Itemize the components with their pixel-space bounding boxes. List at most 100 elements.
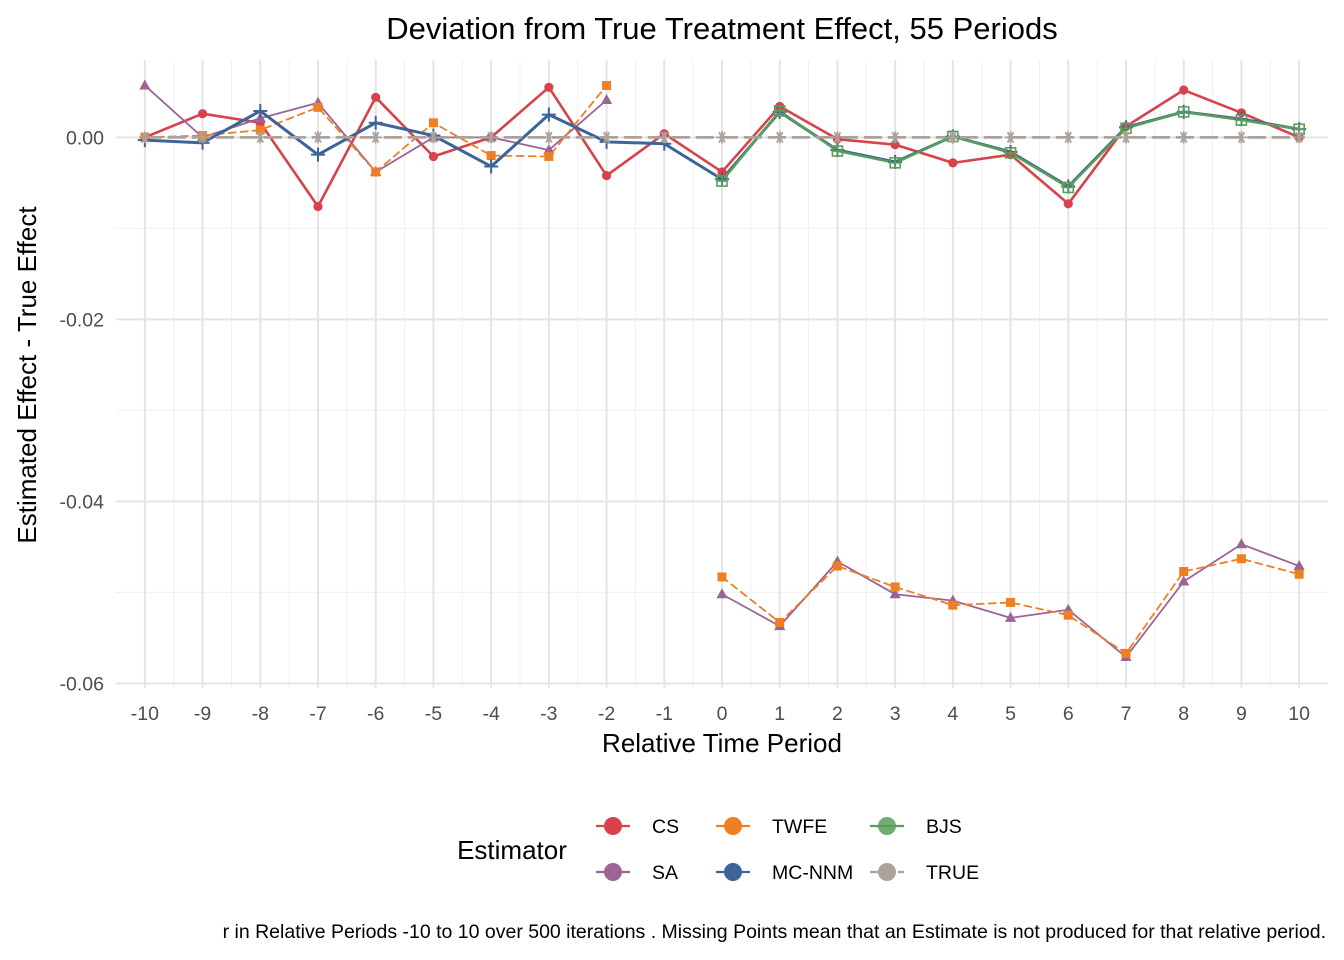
data-point-twfe [775, 617, 785, 627]
data-point-twfe [428, 118, 438, 128]
data-point-true [658, 131, 671, 144]
x-tick-label: -1 [656, 703, 673, 725]
x-tick-label: 10 [1288, 703, 1310, 725]
x-tick-label: 3 [890, 703, 901, 725]
data-point-mc-nnm [368, 115, 383, 130]
x-tick-label: 6 [1063, 703, 1074, 725]
y-tick-label: -0.06 [60, 673, 104, 695]
data-point-true [946, 131, 959, 144]
y-tick-label: -0.02 [60, 309, 104, 331]
data-point-true [716, 131, 728, 144]
chart: -10 -9 -8 -7 -6 -5 -4 -3 -2 -1 0 1 2 3 4 5 6 7 8 9 100.00-0.… [12, 11, 1328, 884]
data-point-twfe [255, 125, 265, 135]
legend-key-marker [604, 863, 622, 881]
data-point-twfe [1236, 554, 1246, 564]
data-point-bjs [1177, 106, 1190, 118]
x-tick-label: -8 [252, 703, 269, 725]
legend-item-bjs: BJS [870, 816, 962, 838]
data-point-twfe [602, 80, 612, 90]
legend-item-sa: SA [596, 862, 678, 884]
data-point-twfe [717, 572, 727, 582]
legend-label: TRUE [926, 862, 979, 884]
data-point-cs [371, 92, 381, 102]
data-point-true [254, 131, 267, 144]
data-point-twfe [544, 151, 554, 161]
data-point-mc-nnm [541, 107, 556, 122]
data-point-cs [948, 158, 958, 168]
data-point-twfe [890, 582, 900, 592]
data-point-true [773, 131, 786, 144]
data-point-cs [717, 167, 727, 177]
data-point-twfe [371, 167, 381, 177]
caption-bar: r in Relative Periods -10 to 10 over 500… [0, 917, 1344, 951]
legend: Estimator CS TWFE BJS SA MC-NNM TRUE [457, 816, 979, 884]
data-point-true [369, 131, 382, 144]
data-point-sa [600, 94, 613, 105]
data-point-twfe [832, 561, 842, 571]
data-point-true [1120, 131, 1132, 144]
x-axis-title: Relative Time Period [602, 728, 842, 758]
data-point-sa [139, 79, 151, 90]
data-point-bjs [716, 175, 728, 187]
legend-item-twfe: TWFE [716, 816, 827, 838]
legend-label: MC-NNM [772, 862, 853, 884]
data-point-true [138, 131, 151, 144]
legend-key-marker [724, 863, 742, 881]
data-point-cs [313, 201, 323, 212]
chart-title: Deviation from True Treatment Effect, 55… [386, 11, 1057, 46]
data-point-cs [428, 151, 439, 162]
data-point-mc-nnm [311, 147, 325, 162]
legend-key-marker [878, 817, 896, 835]
data-point-bjs [1062, 181, 1075, 194]
axes: -10 -9 -8 -7 -6 -5 -4 -3 -2 -1 0 1 2 3 4 5 6 7 8 9 100.00-0.… [60, 127, 1311, 725]
x-tick-label: -7 [309, 703, 326, 725]
data-point-sa [1178, 575, 1190, 586]
legend-item-cs: CS [596, 816, 679, 838]
x-tick-label: -4 [482, 703, 499, 725]
legend-label: BJS [926, 816, 962, 838]
data-point-cs [1179, 85, 1189, 95]
x-tick-label: -6 [367, 703, 384, 725]
data-point-true [427, 131, 440, 144]
x-tick-label: 2 [832, 703, 843, 725]
data-point-twfe [313, 102, 323, 112]
legend-item-mc-nnm: MC-NNM [716, 862, 853, 884]
data-point-cs [1063, 199, 1073, 209]
data-point-bjs [889, 157, 901, 169]
legend-key-marker [878, 863, 896, 881]
data-point-twfe [1294, 569, 1304, 579]
x-tick-label: 1 [774, 703, 785, 725]
data-point-bjs [1004, 147, 1017, 159]
data-point-twfe [1006, 597, 1016, 607]
data-point-true [542, 131, 555, 144]
x-tick-label: 7 [1121, 703, 1132, 725]
data-point-bjs [773, 105, 786, 117]
data-point-sa [1235, 538, 1248, 549]
data-point-twfe [948, 600, 958, 610]
data-point-sa [1293, 560, 1305, 571]
data-point-true [600, 131, 613, 144]
x-tick-label: -5 [425, 703, 442, 725]
y-axis-title: Estimated Effect - True Effect [12, 206, 42, 544]
y-tick-label: -0.04 [60, 491, 105, 513]
data-point-twfe [486, 151, 496, 161]
x-tick-label: -10 [131, 703, 159, 725]
data-point-cs [544, 82, 554, 92]
data-point-cs [601, 170, 612, 181]
data-point-true [312, 131, 324, 144]
data-point-mc-nnm [484, 159, 499, 174]
chart-caption: r in Relative Periods -10 to 10 over 500… [222, 921, 1326, 943]
data-point-true [1177, 131, 1190, 144]
data-point-true [831, 131, 844, 144]
data-point-true [1293, 131, 1306, 144]
data-point-twfe [1121, 648, 1131, 658]
data-point-mc-nnm [253, 103, 268, 118]
data-point-twfe [1063, 610, 1073, 620]
data-point-sa [543, 144, 555, 155]
legend-title: Estimator [457, 835, 567, 865]
x-tick-label: 0 [717, 703, 728, 725]
legend-items: CS TWFE BJS SA MC-NNM TRUE [596, 816, 979, 884]
data-point-bjs [831, 145, 844, 157]
data-point-true [1235, 131, 1248, 144]
data-point-sa [716, 588, 728, 599]
